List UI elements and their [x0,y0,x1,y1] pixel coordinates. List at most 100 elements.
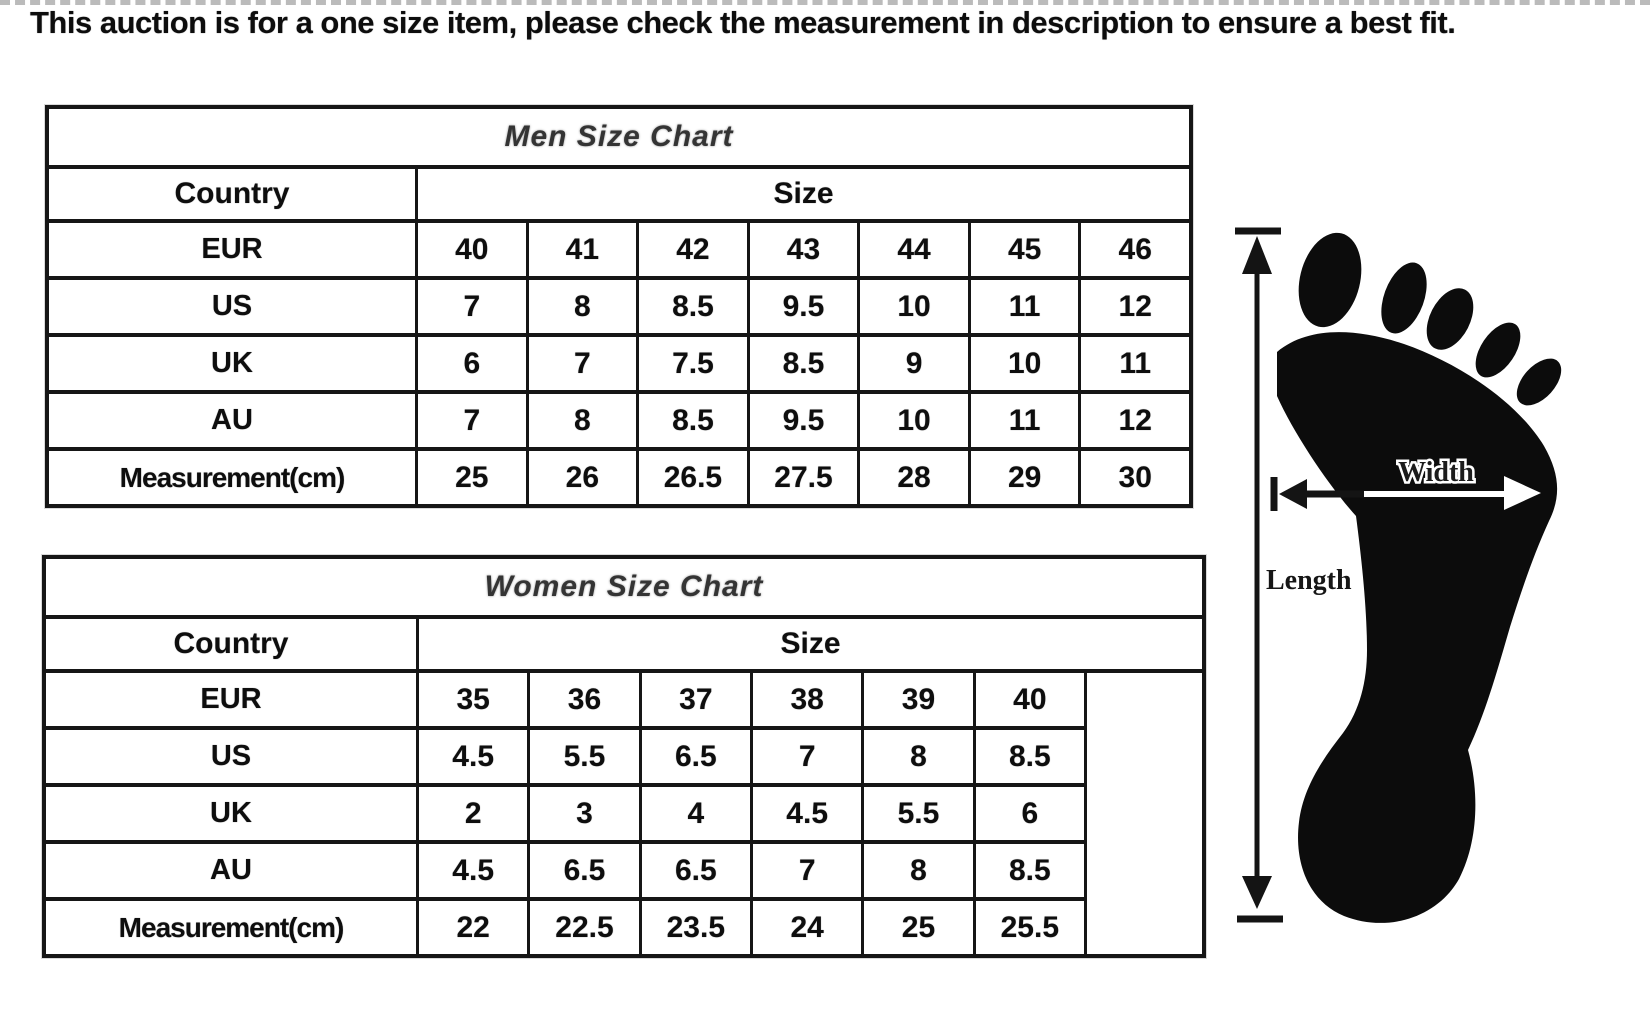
table-cell: 6.5 [638,726,750,783]
table-cell: 7 [415,390,526,447]
table-cell: 43 [746,219,858,276]
width-label: Width [1398,457,1474,488]
table-cell: 8.5 [972,726,1084,783]
intro-text: This auction is for a one size item, ple… [30,5,1456,40]
table-cell: 4.5 [416,840,528,897]
table-cell: 25 [415,447,526,504]
men-chart-title: Men Size Chart [504,120,734,153]
table-cell: 9 [857,333,968,390]
table-cell: 22 [416,897,528,954]
table-cell: 9.5 [746,390,858,447]
table-cell: 30 [1078,447,1189,504]
scan-artifact-line [0,0,1650,5]
men-row-label-us: US [49,276,415,333]
table-cell: 44 [857,219,968,276]
table-cell: 7.5 [636,333,747,390]
table-cell: 7 [750,726,862,783]
length-label: Length [1266,565,1352,596]
table-cell: 8 [525,390,637,447]
table-cell: 6 [415,333,526,390]
footprint-illustration [1277,232,1562,923]
table-cell: 10 [967,333,1079,390]
table-cell: 6 [972,783,1084,840]
men-size-header: Size [415,165,1189,219]
fourth-toe-shape [1475,322,1521,378]
foot-sole-shape [1277,332,1558,923]
table-cell: 8 [861,840,973,897]
pinky-toe-shape [1516,358,1562,406]
third-toe-shape [1426,288,1474,350]
table-cell: 8.5 [746,333,858,390]
table-cell: 6.5 [638,840,750,897]
table-cell: 27.5 [746,447,858,504]
table-cell: 23.5 [638,897,750,954]
men-row-label-measurement: Measurement(cm) [49,447,415,504]
table-cell: 26.5 [636,447,747,504]
arrow-up-icon [1242,236,1272,274]
table-cell: 8.5 [972,840,1084,897]
women-row-label-au: AU [46,840,416,897]
arrow-down-icon [1242,876,1272,909]
table-cell: 42 [636,219,747,276]
table-cell: 11 [1078,333,1189,390]
table-cell: 4 [638,783,750,840]
table-cell: 9.5 [746,276,858,333]
table-cell: 37 [638,669,750,726]
table-cell: 5.5 [527,726,639,783]
women-chart-title: Women Size Chart [484,570,764,603]
men-row-label-uk: UK [49,333,415,390]
table-cell: 7 [525,333,637,390]
second-toe-shape [1381,262,1427,334]
table-cell: 12 [1078,276,1189,333]
table-cell: 40 [415,219,526,276]
table-cell: 11 [967,276,1079,333]
women-country-header: Country [46,615,416,669]
table-cell: 28 [857,447,968,504]
table-cell: 12 [1078,390,1189,447]
arrow-right-icon [1504,476,1541,510]
table-cell: 8.5 [636,390,747,447]
table-cell: 36 [527,669,639,726]
women-row-label-measurement: Measurement(cm) [46,897,416,954]
table-cell: 26 [525,447,637,504]
table-cell: 22.5 [527,897,639,954]
women-size-chart-table: Women Size Chart Country Size EUR 35 36 … [42,555,1206,958]
men-row-label-eur: EUR [49,219,415,276]
table-cell: 7 [750,840,862,897]
arrow-left-icon [1279,479,1307,509]
table-cell: 38 [750,669,862,726]
foot-measurement-diagram: Width Length [1235,227,1562,923]
women-size-header: Size [416,615,1202,669]
women-row-label-uk: UK [46,783,416,840]
table-cell: 5.5 [861,783,973,840]
table-cell: 3 [527,783,639,840]
table-cell: 25 [861,897,973,954]
table-cell: 41 [525,219,637,276]
table-cell: 8 [861,726,973,783]
table-cell: 25.5 [972,897,1084,954]
table-cell: 10 [857,390,968,447]
table-cell: 45 [967,219,1079,276]
empty-trailing-cell [1084,669,1202,954]
table-cell: 39 [861,669,973,726]
table-cell: 8 [525,276,637,333]
length-arrow [1235,227,1283,923]
women-row-label-eur: EUR [46,669,416,726]
table-cell: 4.5 [750,783,862,840]
table-cell: 6.5 [527,840,639,897]
men-row-label-au: AU [49,390,415,447]
width-arrow [1270,476,1541,511]
table-cell: 24 [750,897,862,954]
women-row-label-us: US [46,726,416,783]
table-cell: 29 [967,447,1079,504]
table-cell: 46 [1078,219,1189,276]
men-country-header: Country [49,165,415,219]
table-cell: 40 [972,669,1084,726]
table-cell: 7 [415,276,526,333]
table-cell: 2 [416,783,528,840]
table-cell: 35 [416,669,528,726]
table-cell: 8.5 [636,276,747,333]
big-toe-shape [1298,232,1362,328]
table-cell: 4.5 [416,726,528,783]
